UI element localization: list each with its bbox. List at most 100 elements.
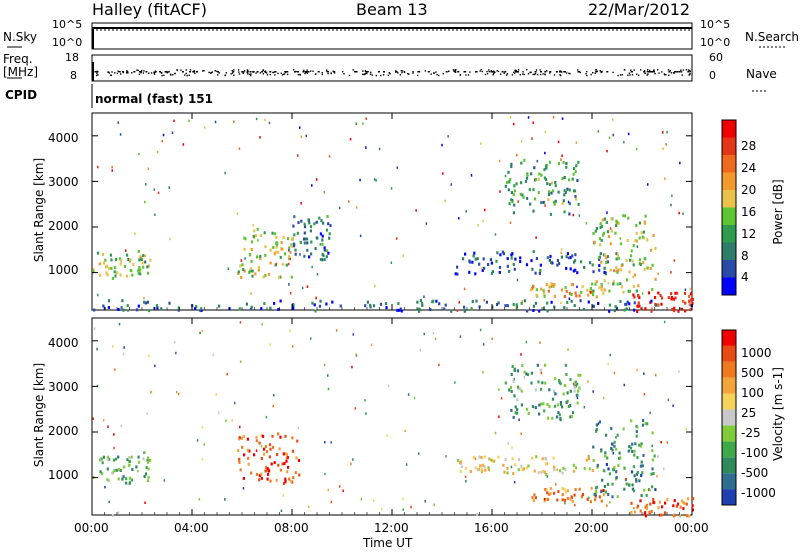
data-cell — [507, 188, 510, 192]
nave-point — [436, 73, 438, 76]
noise-left-tick-bottom: 10^0 — [52, 36, 83, 49]
data-cell — [636, 504, 640, 508]
data-cell — [543, 470, 546, 474]
data-cell — [615, 257, 618, 261]
nave-point — [233, 69, 235, 71]
data-cell — [619, 282, 622, 286]
data-cell — [595, 423, 598, 427]
data-cell — [268, 455, 271, 459]
data-cell — [616, 270, 619, 274]
data-cell — [591, 469, 594, 472]
nave-point — [342, 71, 344, 73]
nave-point — [617, 74, 619, 77]
data-cell — [479, 328, 482, 332]
data-cell — [249, 307, 253, 311]
nave-point — [621, 74, 623, 76]
data-cell — [595, 428, 598, 432]
data-cell — [293, 215, 296, 219]
data-cell — [652, 472, 655, 475]
nave-point — [160, 72, 162, 74]
data-cell — [115, 258, 118, 261]
data-cell — [526, 196, 529, 200]
data-cell — [106, 264, 109, 268]
nave-point — [306, 72, 309, 74]
data-cell — [456, 309, 459, 312]
data-cell — [300, 219, 303, 223]
data-cell — [652, 501, 655, 504]
data-cell — [682, 212, 684, 215]
data-cell — [534, 178, 538, 181]
freq-point — [193, 71, 196, 73]
data-cell — [280, 509, 283, 513]
data-cell — [612, 452, 614, 455]
data-cell — [574, 170, 577, 174]
data-cell — [575, 141, 578, 144]
data-cell — [182, 143, 185, 146]
data-cell — [525, 372, 528, 376]
data-cell — [612, 118, 614, 121]
data-cell — [565, 289, 568, 293]
data-cell — [288, 256, 291, 260]
data-cell — [615, 252, 618, 256]
data-cell — [264, 274, 267, 277]
data-cell — [570, 496, 573, 500]
data-cell — [484, 208, 486, 212]
nave-point — [362, 73, 365, 76]
data-cell — [117, 511, 120, 514]
nave-point — [343, 73, 345, 75]
data-cell — [128, 476, 131, 480]
nave-point — [269, 73, 271, 76]
nave-point — [519, 74, 521, 76]
data-cell — [313, 303, 316, 307]
data-cell — [608, 136, 611, 139]
nave-point — [546, 70, 548, 72]
nave-point — [669, 69, 671, 72]
nave-point — [281, 74, 284, 76]
data-cell — [583, 467, 586, 471]
data-cell — [481, 266, 483, 270]
data-cell — [319, 299, 322, 303]
data-cell — [442, 172, 444, 175]
data-cell — [242, 476, 245, 480]
colorbar-segment — [722, 155, 736, 173]
nave-point — [310, 70, 312, 72]
data-cell — [566, 391, 569, 395]
data-cell — [101, 461, 104, 465]
data-cell — [651, 485, 654, 489]
nave-point — [579, 71, 582, 74]
data-cell — [397, 302, 400, 305]
data-cell — [524, 179, 528, 183]
colorbar-segment — [722, 393, 736, 410]
data-cell — [574, 380, 577, 384]
nave-point — [454, 70, 456, 72]
data-cell — [277, 308, 280, 311]
data-cell — [485, 300, 488, 304]
data-cell — [546, 491, 549, 495]
data-cell — [559, 402, 563, 406]
data-cell — [249, 269, 252, 273]
data-cell — [117, 121, 119, 124]
freq-point — [164, 71, 167, 73]
data-cell — [303, 254, 306, 258]
nave-point — [401, 72, 403, 74]
data-cell — [468, 270, 471, 274]
data-cell — [275, 262, 278, 266]
data-cell — [641, 464, 644, 468]
data-cell — [592, 390, 594, 393]
data-cell — [599, 222, 602, 226]
data-cell — [589, 261, 592, 265]
data-cell — [324, 440, 326, 444]
data-cell — [119, 133, 122, 136]
freq-point — [133, 71, 136, 73]
data-cell — [272, 245, 275, 249]
data-cell — [608, 309, 611, 313]
data-cell — [195, 305, 198, 309]
data-cell — [597, 130, 600, 133]
data-cell — [642, 418, 645, 422]
data-cell — [201, 426, 204, 429]
data-cell — [327, 387, 330, 391]
data-cell — [289, 292, 292, 295]
nave-point — [484, 73, 487, 76]
data-cell — [465, 480, 467, 483]
data-cell — [636, 425, 639, 429]
